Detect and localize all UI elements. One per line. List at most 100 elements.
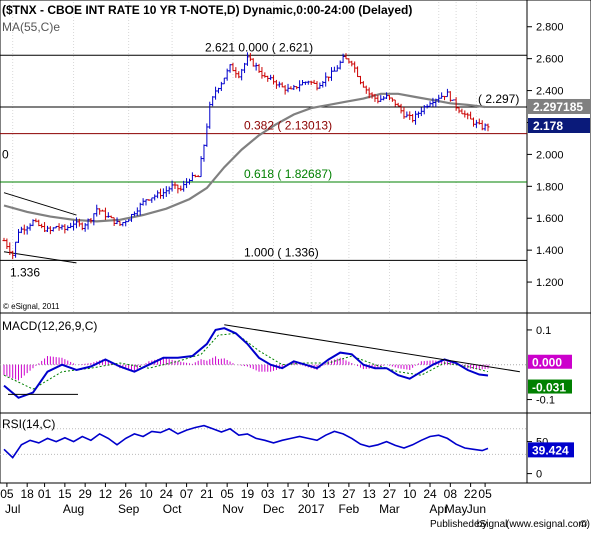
x-day-label: 24	[160, 487, 174, 501]
x-month-label: Nov	[222, 502, 243, 516]
price-bar	[260, 67, 264, 79]
x-day-label: 07	[180, 487, 194, 501]
macd-signal-line	[3, 332, 489, 390]
price-bar	[445, 88, 449, 98]
price-bar	[132, 211, 136, 217]
price-bar	[112, 217, 116, 226]
x-day-label: 27	[383, 487, 397, 501]
price-bar	[34, 218, 38, 223]
x-day-label: 13	[322, 487, 336, 501]
x-month-label: Sep	[118, 502, 140, 516]
price-bar	[167, 186, 171, 195]
x-day-label: 17	[281, 487, 295, 501]
price-bar	[289, 86, 293, 90]
x-day-label: 18	[21, 487, 35, 501]
x-day-label: 05	[220, 487, 234, 501]
price-bar	[338, 60, 342, 70]
price-bar	[74, 217, 78, 229]
macd-lines	[3, 324, 520, 399]
price-bar	[457, 106, 461, 114]
x-day-label: 26	[119, 487, 133, 501]
ma-legend: MA(55,C)e	[2, 20, 60, 34]
left-annotation: 1.336	[10, 265, 40, 279]
price-bar	[376, 95, 380, 104]
price-bar	[373, 93, 377, 102]
x-day-label: 22	[464, 487, 478, 501]
price-trendline	[3, 192, 77, 216]
macd-value-tag-label: 0.000	[532, 356, 562, 370]
fibonacci-label: 0.382 ( 2.13013)	[244, 119, 332, 133]
price-bar	[106, 212, 110, 218]
price-bar	[118, 220, 122, 226]
x-day-label: 01	[38, 487, 52, 501]
rsi-grid	[0, 428, 527, 455]
price-bar	[312, 79, 316, 84]
chart-title: ($TNX - CBOE INT RATE 10 YR T-NOTE,D) Dy…	[2, 3, 412, 17]
price-bar	[469, 111, 473, 120]
rsi-tags: 39.424	[528, 442, 574, 458]
price-bar	[443, 95, 447, 101]
macd-panel: 0.1 -0.1 0.000 -0.031 MACD(12,26,9,C)	[0, 312, 591, 414]
published-by-label: Published by	[430, 519, 487, 530]
price-bar	[361, 81, 365, 88]
price-bar	[419, 107, 423, 117]
price-bar	[347, 58, 351, 64]
price-bar	[411, 114, 415, 123]
price-bar	[16, 229, 20, 243]
price-bar	[393, 99, 397, 107]
price-bar	[45, 225, 49, 233]
price-bar	[269, 74, 273, 81]
fibonacci-label: ( 2.297)	[478, 92, 519, 106]
price-bar	[60, 224, 64, 230]
price-tag-label: 2.297185	[533, 100, 583, 114]
price-bar	[144, 199, 148, 206]
rsi-tick-label: 0	[536, 469, 542, 481]
x-day-label: 21	[200, 487, 214, 501]
price-bar	[216, 87, 220, 94]
macd-line	[3, 327, 489, 399]
price-bar	[109, 215, 113, 219]
price-bar	[19, 226, 23, 234]
price-bar	[101, 209, 105, 212]
price-bar	[448, 91, 452, 102]
ma-55-line	[3, 92, 486, 223]
macd-tick-label: -0.1	[536, 395, 555, 407]
price-bar	[170, 180, 174, 192]
price-bar	[440, 92, 444, 99]
price-bar	[245, 52, 249, 66]
price-bar	[124, 220, 128, 227]
price-bar	[243, 62, 247, 74]
price-bar	[460, 108, 464, 115]
price-bar	[103, 207, 107, 221]
price-bar	[303, 81, 307, 85]
price-bar	[205, 123, 209, 147]
price-bar	[356, 66, 360, 78]
price-tag-box	[528, 98, 590, 114]
x-day-label: 27	[342, 487, 356, 501]
price-bar	[211, 96, 215, 107]
price-bar	[28, 223, 32, 231]
price-bar	[86, 218, 90, 230]
price-bar	[69, 222, 73, 229]
price-tag-label: 2.178	[533, 119, 563, 133]
price-bar	[2, 237, 6, 242]
price-bar	[202, 144, 206, 162]
price-bar	[477, 118, 481, 125]
price-bar	[466, 112, 470, 120]
price-bar	[431, 97, 435, 107]
price-bar	[130, 213, 134, 222]
price-bar	[80, 222, 84, 231]
price-bar	[283, 85, 287, 95]
price-bar	[425, 104, 429, 109]
x-day-label: 05	[478, 487, 492, 501]
price-bar	[95, 204, 99, 217]
rsi-line	[3, 424, 489, 459]
price-tick-label: 1.400	[536, 245, 564, 257]
price-bar	[327, 76, 331, 82]
price-bar	[127, 219, 131, 223]
price-bar	[40, 223, 44, 229]
price-bar	[292, 84, 296, 91]
price-bar	[156, 190, 160, 199]
price-bar	[387, 95, 391, 101]
price-bar	[83, 223, 87, 232]
